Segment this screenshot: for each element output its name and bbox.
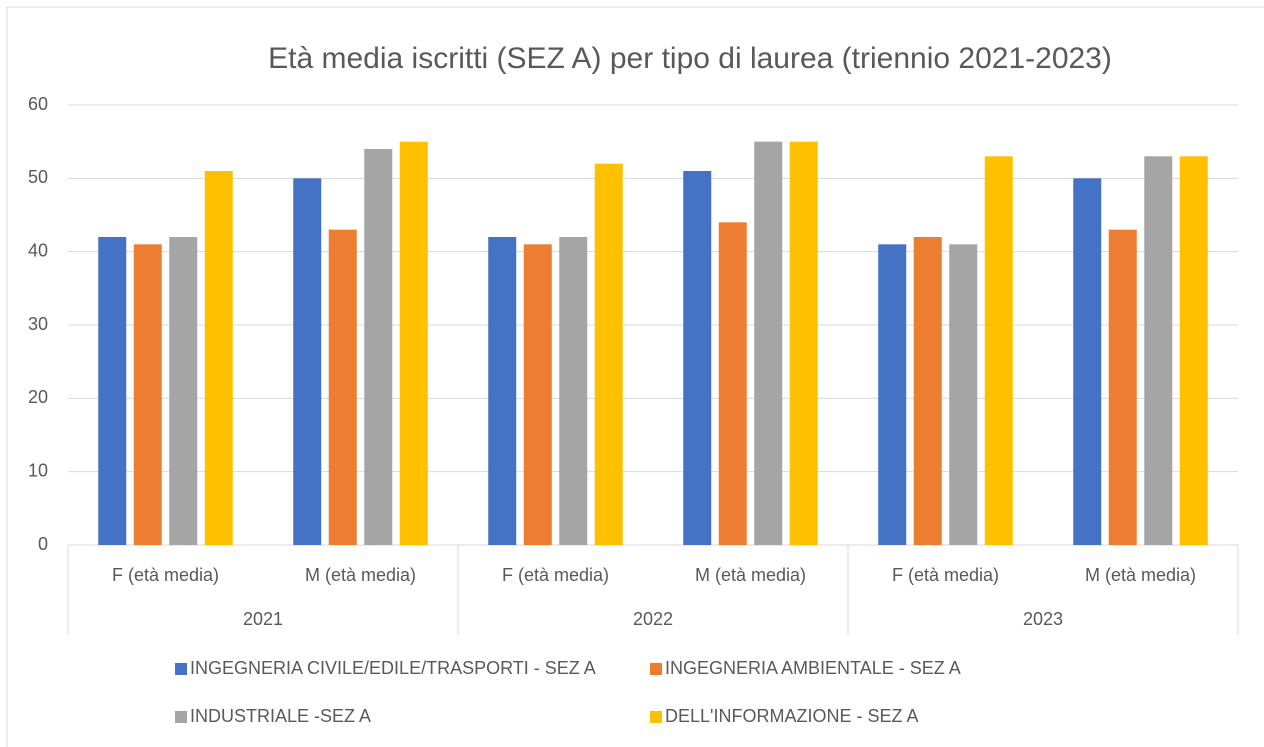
x-tick-label: M (età media) xyxy=(305,565,416,585)
chart-title: Età media iscritti (SEZ A) per tipo di l… xyxy=(268,42,1112,75)
group-label: 2023 xyxy=(1023,609,1063,629)
bar xyxy=(559,237,588,545)
bar xyxy=(949,244,978,546)
bar xyxy=(754,141,783,545)
x-tick-label: F (età media) xyxy=(502,565,609,585)
bar xyxy=(1108,229,1137,545)
legend-swatch xyxy=(650,711,662,723)
bar xyxy=(399,141,428,545)
group-label: 2021 xyxy=(243,609,283,629)
x-tick-label: M (età media) xyxy=(1085,565,1196,585)
legend-swatch xyxy=(175,711,187,723)
x-tick-label: F (età media) xyxy=(112,565,219,585)
bar xyxy=(984,156,1013,546)
legend-label: DELL'INFORMAZIONE - SEZ A xyxy=(665,706,918,726)
bar xyxy=(488,237,517,545)
bar xyxy=(133,244,162,546)
y-tick-label: 20 xyxy=(28,387,48,407)
bar xyxy=(1144,156,1173,546)
bar xyxy=(1073,178,1102,546)
y-tick-label: 10 xyxy=(28,460,48,480)
bar xyxy=(878,244,907,546)
legend-swatch xyxy=(650,663,662,675)
bar xyxy=(204,171,233,545)
x-tick-label: M (età media) xyxy=(695,565,806,585)
y-tick-label: 30 xyxy=(28,314,48,334)
bar xyxy=(683,171,712,545)
bar xyxy=(718,222,747,546)
bar xyxy=(523,244,552,546)
bar xyxy=(789,141,818,545)
group-label: 2022 xyxy=(633,609,673,629)
y-tick-label: 60 xyxy=(28,94,48,114)
bar xyxy=(364,149,393,545)
bar xyxy=(1179,156,1208,546)
y-tick-label: 50 xyxy=(28,167,48,187)
bar xyxy=(98,237,127,545)
legend-label: INDUSTRIALE -SEZ A xyxy=(190,706,371,726)
bar xyxy=(328,229,357,545)
y-tick-label: 40 xyxy=(28,240,48,260)
bar xyxy=(594,163,623,545)
legend-swatch xyxy=(175,663,187,675)
y-tick-label: 0 xyxy=(38,534,48,554)
bar xyxy=(169,237,198,545)
bar xyxy=(913,237,942,545)
bar xyxy=(293,178,322,546)
legend-label: INGEGNERIA AMBIENTALE - SEZ A xyxy=(665,658,961,678)
x-tick-label: F (età media) xyxy=(892,565,999,585)
legend-label: INGEGNERIA CIVILE/EDILE/TRASPORTI - SEZ … xyxy=(190,658,596,678)
chart-frame xyxy=(6,6,1264,747)
